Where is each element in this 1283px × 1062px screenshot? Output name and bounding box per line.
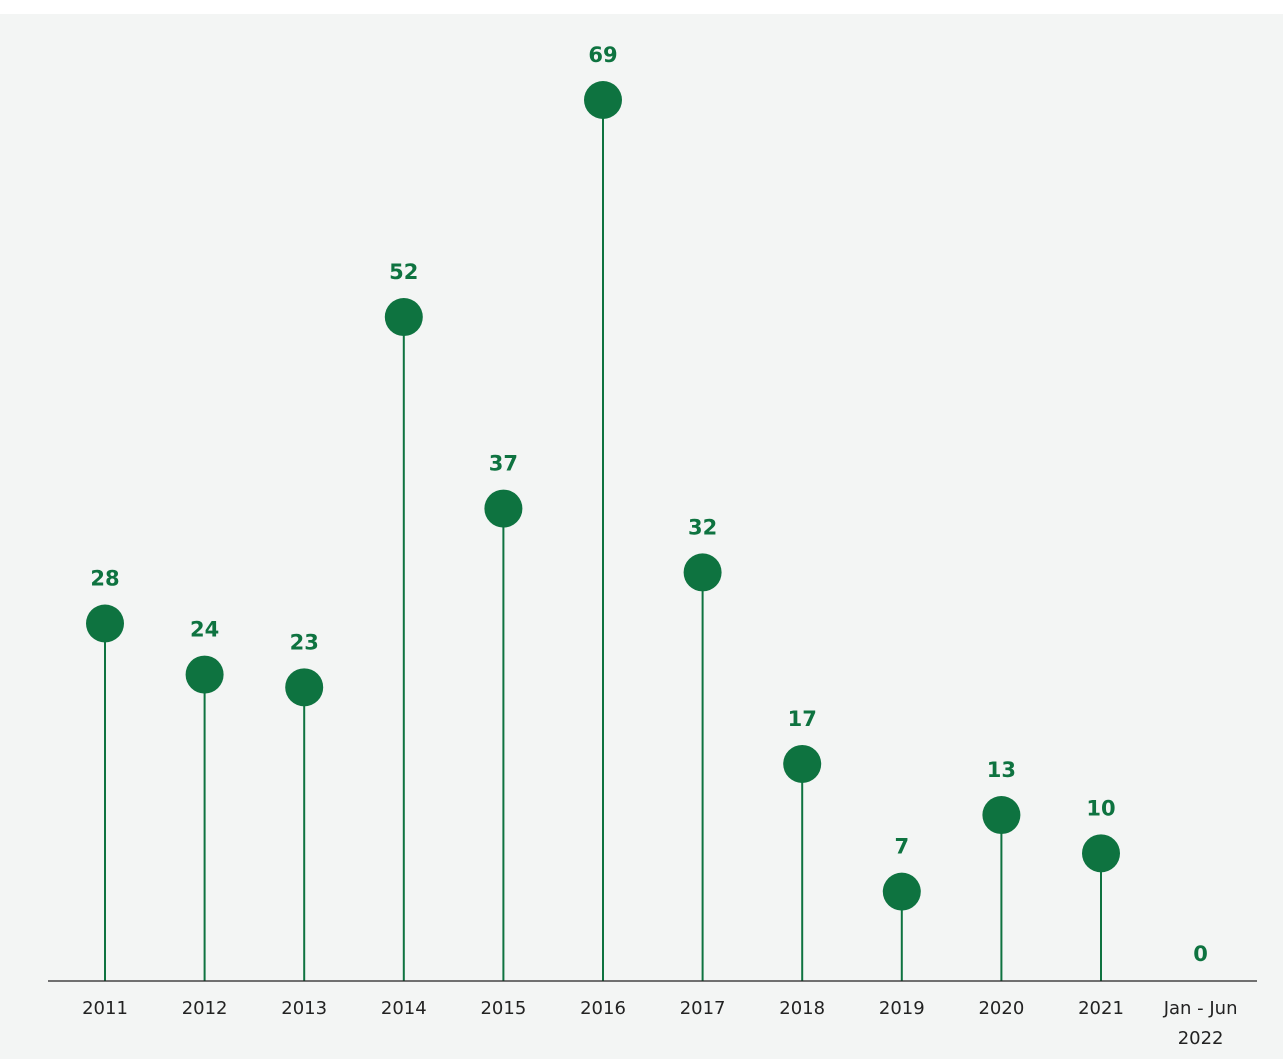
value-label-2018: 17: [788, 707, 817, 731]
x-tick-label-line: 2013: [281, 998, 327, 1019]
value-labels-layer: 28 24 23 52 37 69 32 17 7 13 10 0: [90, 43, 1208, 966]
x-tick-label-line: 2011: [82, 998, 128, 1019]
value-label-jan-jun-2022: 0: [1193, 942, 1208, 966]
marker-2018: [783, 744, 822, 783]
value-label-2020: 13: [987, 758, 1016, 782]
x-tick-label-line: 2020: [978, 998, 1024, 1019]
x-tick-label-line: 2017: [680, 998, 726, 1019]
x-tick-label-2014: 2014: [381, 998, 427, 1019]
marker-2017: [683, 553, 722, 592]
marker-2020: [982, 796, 1021, 835]
value-label-2015: 37: [489, 452, 518, 476]
value-label-2011: 28: [90, 566, 119, 590]
x-tick-label-jan-jun-2022: Jan - Jun 2022: [1163, 998, 1238, 1049]
marker-2021: [1082, 834, 1120, 873]
markers-layer: [86, 81, 1120, 911]
x-tick-label-line: 2019: [879, 998, 925, 1019]
x-tick-label-line: 2022: [1178, 1028, 1224, 1049]
x-tick-label-2021: 2021: [1078, 998, 1124, 1019]
value-label-2021: 10: [1086, 796, 1115, 820]
x-tick-label-line: Jan - Jun: [1163, 998, 1238, 1019]
marker-2016: [584, 81, 622, 119]
marker-2013: [285, 668, 324, 707]
x-tick-label-2011: 2011: [82, 998, 128, 1019]
x-tick-label-2018: 2018: [779, 998, 825, 1019]
x-tick-label-line: 2014: [381, 998, 427, 1019]
value-label-2017: 32: [688, 515, 717, 539]
marker-2012: [185, 655, 224, 694]
marker-2019: [882, 872, 921, 911]
marker-2011: [86, 604, 124, 643]
x-tick-label-line: 2021: [1078, 998, 1124, 1019]
x-tick-label-2015: 2015: [480, 998, 526, 1019]
x-tick-label-2016: 2016: [580, 998, 626, 1019]
x-tick-label-line: 2016: [580, 998, 626, 1019]
marker-2015: [484, 489, 523, 528]
x-tick-label-2012: 2012: [182, 998, 228, 1019]
x-tick-label-line: 2018: [779, 998, 825, 1019]
value-label-2013: 23: [290, 630, 319, 654]
x-tick-label-line: 2012: [182, 998, 228, 1019]
chart-panel: [0, 14, 1283, 1059]
marker-2014: [384, 298, 423, 337]
value-label-2012: 24: [190, 618, 219, 642]
x-tick-label-2013: 2013: [281, 998, 327, 1019]
x-tick-label-line: 2015: [480, 998, 526, 1019]
stems-layer: [104, 100, 1102, 981]
x-tick-labels-layer: 2011 2012 2013 2014 2015 2016 2017 2018 2019 2020…: [82, 998, 1237, 1049]
value-label-2014: 52: [389, 260, 418, 284]
x-tick-label-2019: 2019: [879, 998, 925, 1019]
value-label-2016: 69: [588, 43, 617, 67]
x-tick-label-2020: 2020: [978, 998, 1024, 1019]
x-tick-label-2017: 2017: [680, 998, 726, 1019]
value-label-2019: 7: [894, 835, 909, 859]
